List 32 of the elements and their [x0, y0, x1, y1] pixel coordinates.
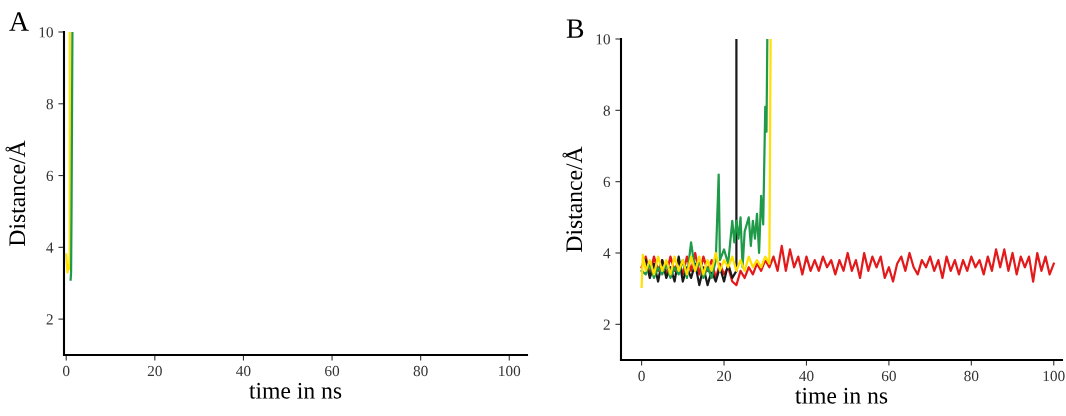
y-tick-label: 10	[39, 27, 53, 38]
x-tick-label: 0	[62, 365, 70, 377]
x-tick-label: 60	[325, 365, 340, 377]
y-tick-label: 6	[46, 170, 54, 182]
line-series	[65, 32, 71, 274]
x-tick-label: 100	[1043, 370, 1065, 382]
y-tick-label: 4	[46, 242, 54, 253]
x-tick-label: 100	[499, 365, 521, 377]
x-tick-label: 0	[638, 370, 645, 382]
line-series	[69, 32, 74, 281]
x-tick-label: 80	[413, 365, 428, 377]
y-tick-label: 10	[596, 34, 610, 45]
line-series	[644, 39, 738, 287]
y-axis-title: Distance/Å	[5, 140, 26, 246]
y-tick-label: 4	[603, 248, 611, 259]
x-tick-label: 40	[799, 370, 814, 382]
y-axis-title: Distance/Å	[562, 146, 583, 252]
x-tick-label: 80	[964, 370, 979, 382]
x-axis-title: time in ns	[249, 382, 342, 399]
x-tick-label: 60	[881, 370, 896, 382]
text: A	[9, 12, 29, 31]
x-tick-label: 20	[147, 365, 162, 377]
y-tick-label: 6	[603, 176, 611, 188]
line-series	[640, 244, 1055, 287]
y-tick-label: 2	[46, 314, 53, 325]
y-tick-label: 8	[603, 105, 610, 116]
text: B	[566, 19, 584, 38]
y-tick-label: 2	[603, 319, 610, 330]
x-tick-label: 20	[717, 370, 732, 382]
x-axis-title: time in ns	[795, 387, 888, 404]
x-tick-label: 40	[236, 365, 251, 377]
y-tick-label: 8	[46, 98, 53, 110]
